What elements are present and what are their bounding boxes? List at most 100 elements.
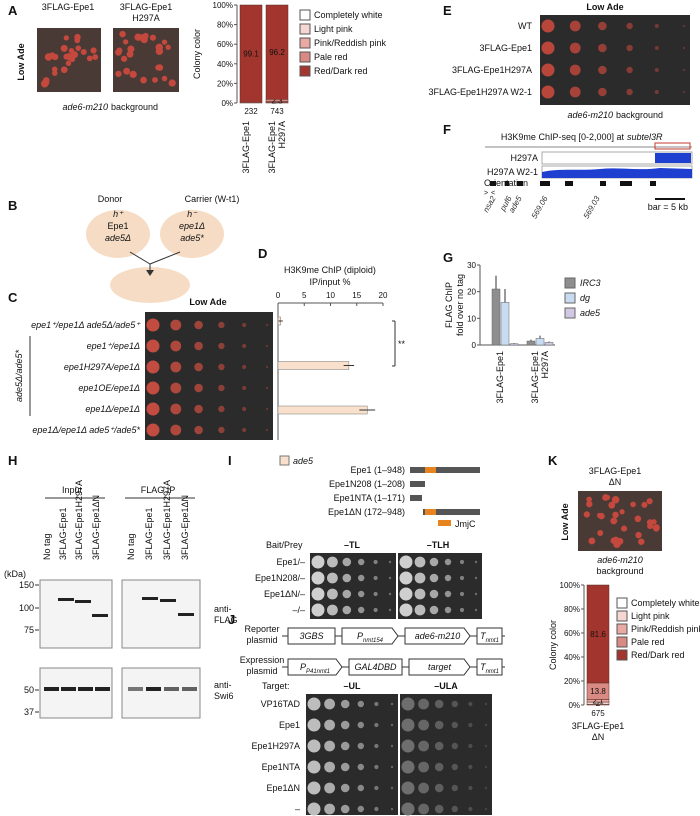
part-label: nmt1 (486, 669, 499, 675)
part (348, 658, 403, 676)
colony (65, 60, 72, 67)
spot (342, 589, 352, 599)
spot (451, 763, 458, 771)
spot (170, 319, 182, 331)
band (58, 598, 74, 601)
spot (340, 720, 350, 730)
row-label: 3FLAG-Epe1 (479, 43, 532, 53)
spot (484, 765, 488, 769)
construct (410, 467, 480, 473)
spot (265, 407, 269, 411)
label: H297A (132, 13, 160, 23)
x-tick-label: 20 (379, 291, 388, 300)
count-label: 675 (591, 709, 605, 718)
label: –UL (343, 681, 361, 691)
spot (401, 781, 415, 795)
cell (86, 210, 150, 258)
spot (626, 44, 633, 52)
colony (63, 53, 70, 60)
spot (418, 719, 429, 731)
part-label: T (480, 662, 487, 672)
label: –ULA (434, 681, 458, 691)
spot (474, 576, 478, 580)
bar (277, 361, 350, 370)
spot (373, 607, 378, 613)
spot (265, 386, 269, 390)
label: 75 (24, 625, 34, 635)
colony (619, 509, 625, 515)
spot (468, 806, 473, 812)
spot (194, 362, 203, 372)
legend-label: Red/Dark red (631, 650, 685, 660)
label: < (491, 190, 495, 197)
track (541, 151, 693, 165)
spot (541, 85, 555, 99)
spot (414, 572, 426, 584)
band (61, 687, 76, 691)
spot (434, 804, 444, 814)
spot (598, 65, 607, 75)
colony (634, 515, 642, 523)
y-tick-label: 100% (560, 581, 580, 590)
label: background (616, 110, 663, 120)
spot (242, 406, 247, 412)
part (287, 627, 336, 645)
spot (374, 722, 379, 728)
construct (410, 495, 422, 501)
row-label: epe1H297A/epe1Δ (64, 362, 140, 372)
row-label: Epe1H297A (251, 741, 300, 751)
y-tick-label: 20 (467, 288, 476, 297)
spot (654, 67, 659, 73)
spot (311, 571, 325, 585)
spot (414, 588, 426, 600)
spot (541, 63, 555, 77)
spot (468, 743, 473, 749)
spot (194, 404, 203, 414)
spot (358, 606, 365, 614)
legend-swatch (299, 65, 311, 77)
spot (146, 318, 160, 332)
x-tick-label: 3FLAG-Epe1 (572, 721, 625, 731)
spot (340, 783, 350, 793)
gene (650, 181, 656, 186)
spot (451, 784, 458, 792)
label: Reporter (244, 624, 279, 634)
y-tick-label: 0% (568, 701, 580, 710)
spot (307, 697, 321, 711)
y-tick-label: 0% (221, 99, 233, 108)
plate (145, 312, 273, 440)
panel-label: C (8, 290, 18, 305)
colony (92, 54, 99, 60)
spot (444, 558, 452, 566)
spot (146, 402, 160, 416)
colony (620, 525, 628, 532)
spot (598, 43, 607, 53)
band (75, 600, 91, 603)
spot (146, 339, 160, 353)
spot (242, 343, 247, 349)
data-label: 2.3 (271, 96, 283, 105)
x-tick-label: 3FLAG-Epe1 (530, 351, 540, 404)
label: H297A W2-1 (487, 167, 538, 177)
spot (388, 608, 392, 612)
colony (155, 47, 164, 55)
label: bar = 5 kb (648, 202, 688, 212)
spot (265, 428, 269, 432)
row-label: Epe1ΔN/– (264, 589, 305, 599)
panel-label: H (8, 453, 17, 468)
spot (357, 763, 364, 771)
spot (429, 589, 439, 599)
spot (388, 592, 392, 596)
colony (142, 33, 149, 40)
x-tick-label: 3FLAG-Epe1 (267, 121, 277, 174)
label: H3K9me ChIP (diploid) (284, 265, 376, 275)
spot (170, 424, 182, 436)
colony (608, 501, 616, 509)
x-tick-label: 10 (326, 291, 335, 300)
legend-swatch (616, 597, 628, 609)
y-tick-label: 100% (213, 1, 233, 10)
colony (152, 77, 158, 83)
spot (311, 603, 325, 617)
colony (612, 511, 619, 519)
